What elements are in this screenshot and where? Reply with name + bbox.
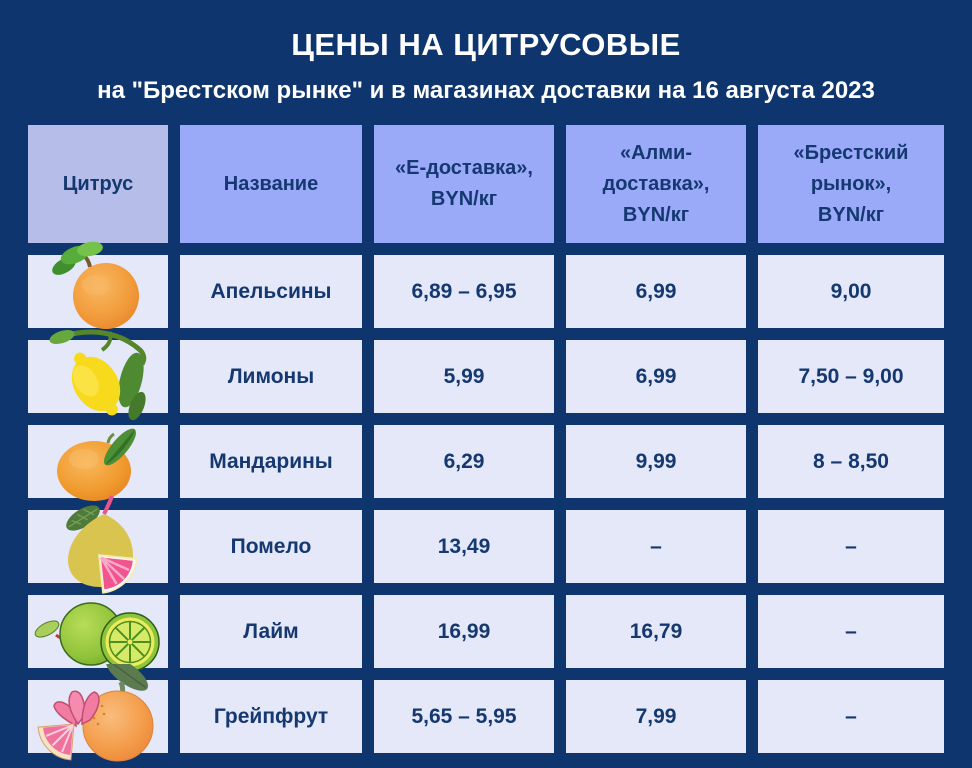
- price-cell-brest: 7,50 – 9,00: [758, 340, 944, 413]
- fruit-cell: [28, 425, 168, 501]
- lemon-icon: [49, 329, 147, 421]
- price-cell-almi: –: [566, 510, 746, 583]
- fruit-cell: [28, 595, 168, 672]
- price-cell-edostavka: 6,89 – 6,95: [374, 255, 554, 328]
- page-header: ЦЕНЫ НА ЦИТРУСОВЫЕ на "Брестском рынке" …: [0, 0, 972, 105]
- header-cell-brest: «Брестский рынок», BYN/кг: [758, 125, 944, 243]
- page-subtitle: на "Брестском рынке" и в магазинах доста…: [97, 77, 875, 104]
- fruit-cell: [28, 329, 168, 421]
- lime-icon: [34, 602, 160, 672]
- name-cell: Лайм: [180, 595, 362, 668]
- page-title: ЦЕНЫ НА ЦИТРУСОВЫЕ: [291, 27, 681, 62]
- name-cell: Грейпфрут: [180, 680, 362, 753]
- price-cell-edostavka: 5,65 – 5,95: [374, 680, 554, 753]
- orange-icon: [52, 241, 139, 329]
- header-cell-name: Название: [180, 125, 362, 243]
- price-cell-brest: 8 – 8,50: [758, 425, 944, 498]
- price-cell-edostavka: 16,99: [374, 595, 554, 668]
- header-cell-almi: «Алми- доставка», BYN/кг: [566, 125, 746, 243]
- name-cell: Мандарины: [180, 425, 362, 498]
- price-cell-brest: –: [758, 595, 944, 668]
- price-cell-almi: 7,99: [566, 680, 746, 753]
- price-cell-edostavka: 5,99: [374, 340, 554, 413]
- price-cell-edostavka: 6,29: [374, 425, 554, 498]
- price-cell-almi: 6,99: [566, 340, 746, 413]
- fruit-cell: [28, 664, 168, 762]
- name-cell: Лимоны: [180, 340, 362, 413]
- header-cell-edostavka: «Е-доставка», BYN/кг: [374, 125, 554, 243]
- price-cell-brest: –: [758, 510, 944, 583]
- price-cell-almi: 9,99: [566, 425, 746, 498]
- header-cell-citrus: Цитрус: [28, 125, 168, 243]
- price-cell-brest: 9,00: [758, 255, 944, 328]
- fruit-cell: [28, 241, 168, 329]
- price-cell-brest: –: [758, 680, 944, 753]
- name-cell: Помело: [180, 510, 362, 583]
- price-cell-almi: 16,79: [566, 595, 746, 668]
- name-cell: Апельсины: [180, 255, 362, 328]
- grapefruit-icon: [37, 664, 154, 762]
- citrus-price-table: Цитрус Название «Е-доставка», BYN/кг «Ал…: [28, 125, 944, 762]
- mandarin-icon: [57, 428, 137, 501]
- price-cell-edostavka: 13,49: [374, 510, 554, 583]
- pomelo-icon: [66, 495, 138, 594]
- fruit-cell: [28, 495, 168, 594]
- price-cell-almi: 6,99: [566, 255, 746, 328]
